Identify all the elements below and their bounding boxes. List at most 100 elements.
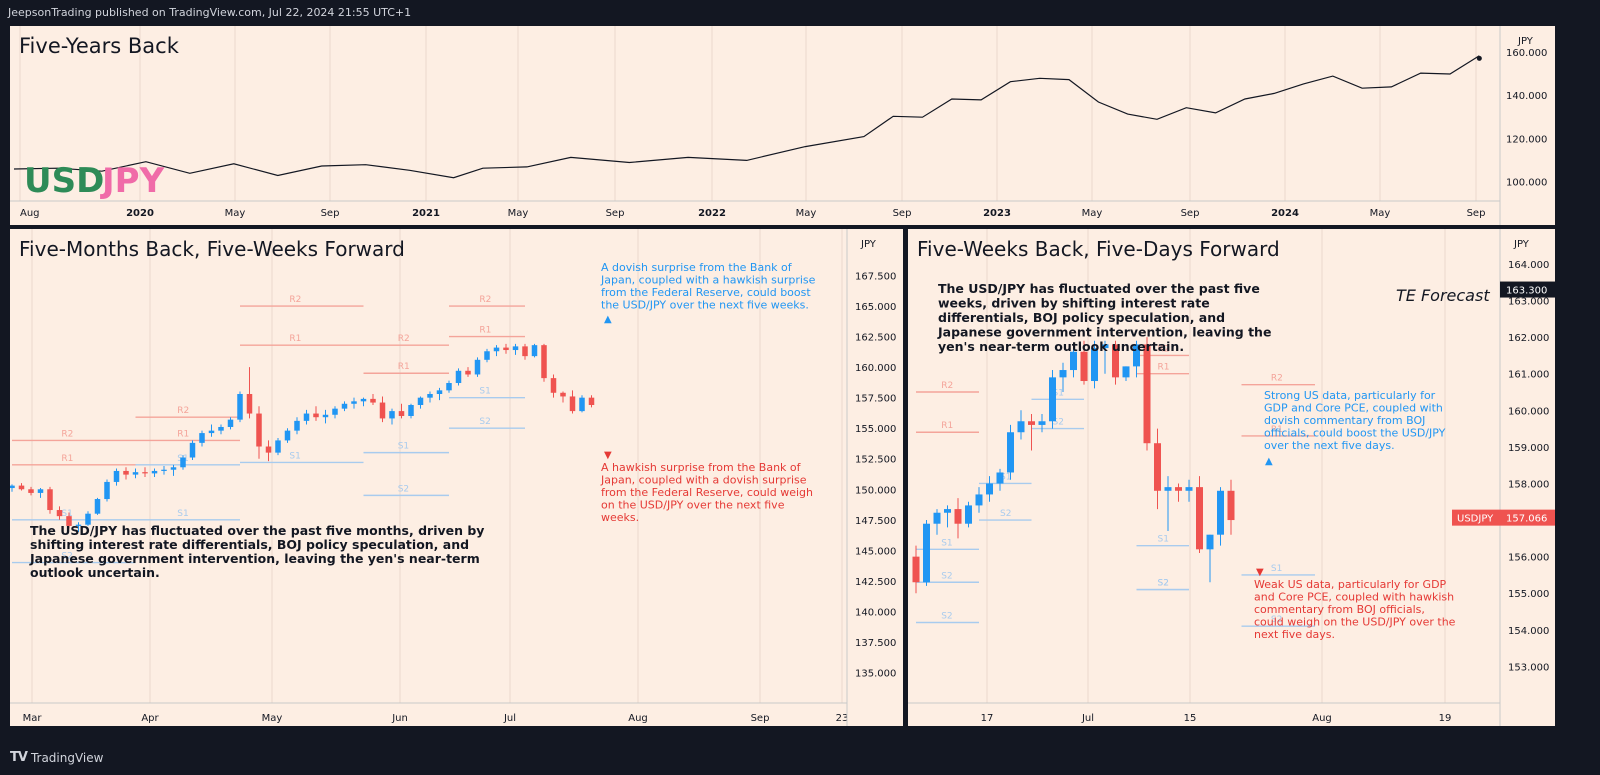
candle-up xyxy=(512,346,519,351)
price-axis-bg xyxy=(847,229,903,726)
bullish-annotation-line: the USD/JPY over the next five weeks. xyxy=(601,299,809,312)
candle-down xyxy=(522,346,528,357)
candle-up xyxy=(1133,344,1140,367)
candle-up xyxy=(94,499,101,514)
candle-down xyxy=(1080,351,1088,382)
chart-note: The USD/JPY has fluctuated over the past… xyxy=(29,523,484,580)
candle-up xyxy=(944,509,951,513)
candle-up xyxy=(965,505,972,524)
pivot-level-label: R2 xyxy=(177,406,189,416)
candle-up xyxy=(151,470,158,474)
bearish-annotation-line: commentary from BOJ officials, xyxy=(1254,603,1425,616)
candle-down xyxy=(1227,490,1235,521)
bullish-annotation-line: officials, could boost the USD/JPY xyxy=(1264,427,1446,440)
candle-up xyxy=(1059,370,1067,378)
chart-note-line: weeks, driven by shifting interest rate xyxy=(938,296,1210,311)
chart-note-line: Japanese government intervention, leavin… xyxy=(937,325,1271,340)
five-weeks-chart[interactable]: 17 Jul 15 Aug 19 R2 R1 S1 S2 R2 R1 S1 S2 S1 S2 R2 R1 S1 S2… xyxy=(908,229,1555,726)
chart-note-line: differentials, BOJ policy speculation, a… xyxy=(938,310,1225,325)
usd-logo-text: USD xyxy=(24,161,104,201)
pivot-level-label: R1 xyxy=(289,334,301,344)
x-tick-label: Sep xyxy=(893,208,912,219)
y-tick-label: 142.500 xyxy=(855,577,896,588)
candle-up xyxy=(408,404,414,416)
candle-down xyxy=(465,370,471,375)
candle-down xyxy=(256,413,262,447)
x-tick-label: May xyxy=(796,208,817,219)
candle-up xyxy=(104,481,110,500)
candle-up xyxy=(446,383,452,391)
x-tick-label: Aug xyxy=(20,208,40,219)
up-arrow-icon: ▲ xyxy=(604,314,612,325)
candle-down xyxy=(123,470,129,475)
pivot-level-label: S1 xyxy=(1271,564,1282,574)
chart-note-line: yen's near-term outlook uncertain. xyxy=(938,339,1184,354)
pivot-level-label: S1 xyxy=(1000,472,1011,482)
bullish-annotation-line: Strong US data, particularly for xyxy=(1264,389,1436,402)
y-tick-label: 158.000 xyxy=(1508,479,1549,490)
pivot-level-label: R1 xyxy=(941,421,953,431)
y-tick-label: 159.000 xyxy=(1508,443,1549,454)
y-tick-label: 157.500 xyxy=(855,394,896,405)
candle-down xyxy=(1154,443,1161,491)
x-tick-label: 19 xyxy=(1439,713,1452,724)
candle-down xyxy=(56,510,63,517)
y-tick-label: 137.500 xyxy=(855,638,896,649)
x-tick-label: Aug xyxy=(628,713,648,724)
y-tick-label: 162.500 xyxy=(855,333,896,344)
x-tick-label: Sep xyxy=(606,208,625,219)
candle-up xyxy=(322,414,329,418)
last-point-marker xyxy=(1476,55,1482,61)
price-axis-bg xyxy=(1500,26,1555,225)
chart-note: The USD/JPY has fluctuated over the past… xyxy=(937,281,1271,354)
y-tick-label: 150.000 xyxy=(855,485,896,496)
pivot-level-label: R1 xyxy=(398,362,410,372)
candle-down xyxy=(379,402,386,419)
pivot-level-label: R2 xyxy=(289,295,301,305)
candle-up xyxy=(1217,490,1224,535)
candle-down xyxy=(370,398,376,403)
candle-up xyxy=(1091,348,1098,382)
candle-up xyxy=(180,457,186,468)
y-tick-label: 100.000 xyxy=(1506,178,1547,189)
symbol-label: USDJPY xyxy=(1457,514,1494,525)
y-tick-label: 155.000 xyxy=(855,424,896,435)
five-years-chart[interactable]: Aug 2020 May Sep 2021 May Sep 2022 May Sep 2023 May… xyxy=(10,26,1555,225)
candle-down xyxy=(1175,487,1182,491)
y-tick-label: 147.500 xyxy=(855,516,896,527)
candle-up xyxy=(360,398,367,402)
down-arrow-icon: ▼ xyxy=(1256,567,1264,578)
x-tick-label: 2022 xyxy=(698,208,726,219)
x-tick-label: May xyxy=(262,713,283,724)
candle-up xyxy=(436,390,443,395)
y-tick-label: 162.000 xyxy=(1508,333,1549,344)
candle-up xyxy=(1017,421,1025,433)
chart-note-line: The USD/JPY has fluctuated over the past… xyxy=(30,523,484,538)
axis-unit-label: JPY xyxy=(1513,239,1530,250)
bullish-annotation-line: A dovish surprise from the Bank of xyxy=(601,261,793,274)
candle-up xyxy=(531,345,538,357)
y-tick-label: 155.000 xyxy=(1508,589,1549,600)
five-months-chart[interactable]: Mar Apr May Jun Jul Aug Sep 23 R2 R1 S1 S2 R2 R2 R1 R1 S… xyxy=(10,229,903,726)
candle-up xyxy=(474,359,481,375)
x-tick-label: 17 xyxy=(981,713,994,724)
y-tick-label: 140.000 xyxy=(1506,91,1547,102)
y-tick-label: 160.000 xyxy=(1508,406,1549,417)
symbol-badge xyxy=(1452,509,1500,526)
candle-up xyxy=(975,494,983,506)
bullish-annotation-line: GDP and Core PCE, coupled with xyxy=(1264,402,1443,415)
pivot-level-label: S1 xyxy=(1053,388,1064,398)
pivot-level-label: R2 xyxy=(941,381,953,391)
candle-up xyxy=(132,472,139,475)
candle-down xyxy=(47,489,53,511)
pivot-level-label: R2 xyxy=(1271,374,1283,384)
pivot-level-label: R2 xyxy=(61,429,73,439)
chart-note-line: Japanese government intervention, leavin… xyxy=(29,551,480,566)
y-tick-label: 153.000 xyxy=(1508,662,1549,673)
x-tick-label: Sep xyxy=(751,713,770,724)
bullish-annotation-line: Japan, coupled with a hawkish surprise xyxy=(600,274,816,287)
x-tick-label: May xyxy=(1082,208,1103,219)
pivot-level-label: R2 xyxy=(479,295,491,305)
publisher-header: JeepsonTrading published on TradingView.… xyxy=(8,6,412,19)
x-tick-label: Sep xyxy=(1467,208,1486,219)
